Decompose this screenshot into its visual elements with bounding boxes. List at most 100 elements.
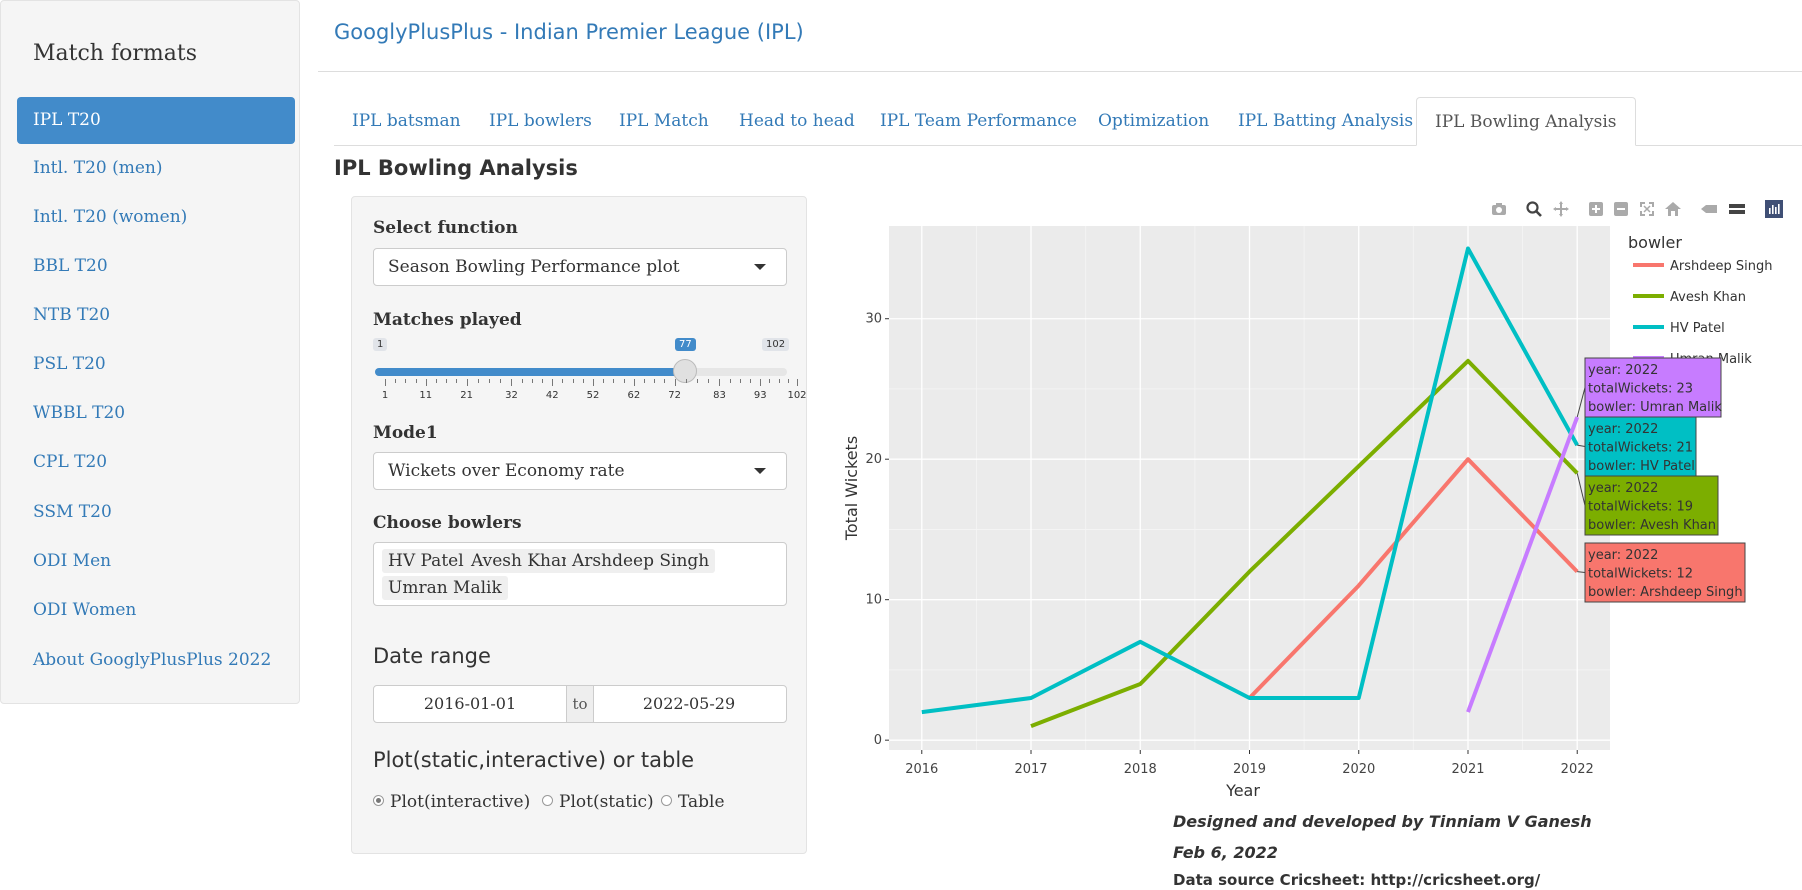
autoscale-icon[interactable] (1638, 200, 1656, 218)
tab-head-to-head[interactable]: Head to head (739, 111, 855, 131)
sidebar-item-cpl-t20[interactable]: CPL T20 (33, 452, 108, 472)
spike-lines-icon[interactable] (1700, 200, 1718, 218)
x-tick-label: 2019 (1233, 762, 1266, 777)
slider-tick-label: 21 (460, 390, 473, 401)
slider-tick-label: 93 (753, 390, 767, 401)
chart-tooltips: year: 2022 totalWickets: 23 bowler: Umran … (1576, 357, 1746, 603)
slider-tick-label: 11 (419, 390, 433, 401)
radio-plot-static[interactable]: Plot(static) (542, 792, 654, 812)
x-tick-label: 2016 (905, 762, 938, 777)
tab-ipl-batting-analysis[interactable]: IPL Batting Analysis (1238, 111, 1414, 131)
x-tick-label: 2021 (1451, 762, 1484, 777)
slider-tick (719, 379, 721, 386)
sidebar-item-odi-men[interactable]: ODI Men (33, 551, 112, 571)
date-to-input[interactable]: 2022-05-29 (642, 694, 736, 713)
slider-tick-label: 72 (668, 390, 681, 401)
hover-tooltip (1584, 475, 1719, 536)
slider-minor-tick (456, 379, 458, 383)
pan-icon[interactable] (1552, 200, 1570, 218)
tab-ipl-bowlers[interactable]: IPL bowlers (489, 111, 592, 131)
header-divider (318, 71, 1802, 72)
slider-minor-tick (500, 379, 502, 383)
sidebar-item-odi-women[interactable]: ODI Women (33, 600, 137, 620)
radio-icon (661, 795, 672, 806)
camera-icon[interactable] (1490, 200, 1508, 218)
chevron-down-icon (754, 468, 766, 474)
zoom-icon[interactable] (1525, 200, 1543, 218)
slider-minor-tick (435, 379, 437, 383)
y-tick-label: 0 (874, 733, 882, 748)
radio-plot-interactive[interactable]: Plot(interactive) (373, 792, 530, 812)
bowler-chip[interactable]: HV Patel (382, 549, 470, 573)
slider-minor-tick (685, 379, 687, 383)
slider-minor-tick (613, 379, 615, 383)
bowler-chip[interactable]: Umran Malik (382, 576, 508, 600)
sidebar-item-intl-t20-men[interactable]: Intl. T20 (men) (33, 158, 163, 178)
choose-bowlers-label: Choose bowlers (373, 513, 522, 533)
sidebar-item-ssm-t20[interactable]: SSM T20 (33, 502, 112, 522)
legend-label: HV Patel (1670, 321, 1725, 336)
date-from-input[interactable]: 2016-01-01 (423, 694, 517, 713)
slider-minor-tick (664, 379, 666, 383)
tooltip-connector (1577, 444, 1586, 447)
zoom-in-icon[interactable] (1587, 200, 1605, 218)
slider-tick-label: 62 (627, 390, 641, 401)
tabs-divider (334, 145, 1802, 146)
slider-minor-tick (542, 379, 544, 383)
slider-tick (674, 379, 676, 386)
sidebar-item-about[interactable]: About GooglyPlusPlus 2022 (33, 650, 272, 670)
compare-icon[interactable] (1728, 200, 1746, 218)
radio-label: Plot(interactive) (390, 792, 531, 812)
tab-ipl-team-performance[interactable]: IPL Team Performance (880, 111, 1077, 131)
slider-value-badge: 77 (675, 338, 696, 351)
tab-ipl-batsman[interactable]: IPL batsman (352, 111, 461, 131)
tooltip-text: bowler: Avesh Khan (1588, 518, 1716, 533)
legend-label: Arshdeep Singh (1670, 259, 1772, 274)
slider-minor-tick (582, 379, 584, 383)
slider-minor-tick (623, 379, 625, 383)
y-tick-label: 20 (865, 452, 882, 467)
chart-tick-labels: 2016 2017 2018 2019 2020 2021 2022 0 10 20 30 (865, 312, 1593, 777)
slider-tick (466, 379, 468, 386)
radio-icon (542, 795, 553, 806)
chart-grid (885, 226, 1610, 754)
tab-optimization[interactable]: Optimization (1098, 111, 1210, 131)
slider-handle[interactable] (673, 359, 698, 383)
sidebar-title: Match formats (33, 41, 197, 66)
sidebar-item-ipl-t20[interactable]: IPL T20 (17, 97, 295, 144)
tooltip-text: bowler: HV Patel (1588, 459, 1695, 474)
radio-table[interactable]: Table (661, 792, 725, 812)
slider-tick-label: 1 (381, 390, 389, 401)
zoom-out-icon[interactable] (1612, 200, 1630, 218)
date-range-input: 2016-01-01 to 2022-05-29 (373, 685, 787, 723)
select-function-dropdown[interactable]: Season Bowling Performance plot (373, 248, 787, 286)
reset-axes-icon[interactable] (1664, 200, 1682, 218)
tab-ipl-bowling-analysis[interactable]: IPL Bowling Analysis (1416, 97, 1636, 146)
sidebar-item-intl-t20-women[interactable]: Intl. T20 (women) (33, 207, 188, 227)
slider-minor-tick (750, 379, 752, 383)
bowler-chip[interactable]: Avesh Khan (465, 549, 579, 573)
control-panel: Select function Season Bowling Performan… (351, 196, 807, 854)
slider-tick (425, 379, 427, 386)
hover-tooltip (1584, 357, 1722, 418)
series-line (1030, 358, 1579, 728)
date-separator: to (566, 686, 594, 722)
bowling-performance-chart: 2016 2017 2018 2019 2020 2021 2022 0 10 20 30 Year… (842, 226, 1772, 800)
slider-tick-label: 42 (545, 390, 559, 401)
sidebar-item-psl-t20[interactable]: PSL T20 (33, 354, 106, 374)
sidebar-item-bbl-t20[interactable]: BBL T20 (33, 256, 108, 276)
sidebar-item-wbbl-t20[interactable]: WBBL T20 (33, 403, 126, 423)
bowlers-multiselect[interactable]: HV Patel Avesh Khan Arshdeep Singh Umran… (373, 542, 787, 606)
slider-minor-tick (697, 379, 699, 383)
bowler-chip[interactable]: Arshdeep Singh (566, 549, 716, 573)
hover-tooltip (1584, 416, 1697, 477)
output-type-label: Plot(static,interactive) or table (373, 748, 695, 772)
tab-ipl-match[interactable]: IPL Match (619, 111, 709, 131)
plotly-logo-icon[interactable] (1765, 200, 1783, 218)
x-tick-label: 2018 (1124, 762, 1157, 777)
tooltip-connector (1577, 571, 1586, 573)
slider-tick (552, 379, 554, 386)
sidebar-item-ntb-t20[interactable]: NTB T20 (33, 305, 111, 325)
slider-tick-label: 32 (505, 390, 518, 401)
mode-dropdown[interactable]: Wickets over Economy rate (373, 452, 787, 490)
